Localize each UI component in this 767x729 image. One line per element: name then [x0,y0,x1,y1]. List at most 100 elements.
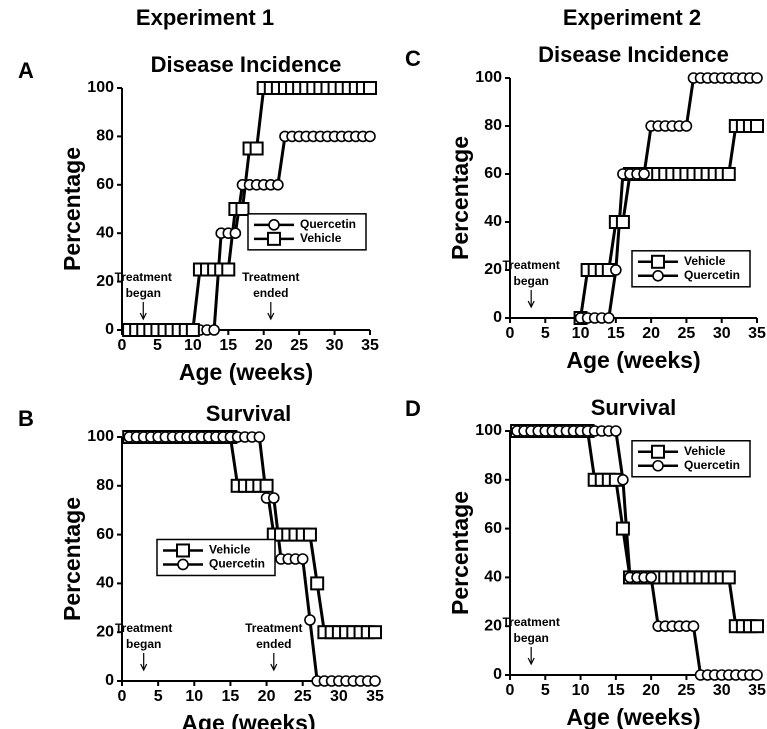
y-tick-label: 100 [475,422,502,439]
annotation-arrow-head [140,663,148,672]
x-tick-label: 5 [154,688,163,705]
marker [687,620,700,633]
marker [750,619,764,634]
marker [364,130,376,143]
y-tick-label: 0 [493,309,502,326]
chart-title: Disease Incidence [538,42,729,67]
y-tick-label: 40 [484,213,502,230]
chart-title: Survival [206,401,292,426]
y-tick-label: 100 [87,428,114,445]
marker [651,254,665,269]
x-tick-label: 20 [258,688,276,705]
x-tick-label: 10 [185,688,203,705]
marker [363,81,377,95]
marker [651,444,665,459]
marker [272,179,284,191]
annotation: ended [253,286,288,300]
y-tick-label: 80 [484,117,502,134]
x-tick-label: 20 [642,682,660,699]
y-tick-label: 60 [484,165,502,182]
legend-label: Vehicle [684,444,726,458]
x-tick-label: 10 [184,337,202,354]
x-tick-label: 5 [541,682,550,699]
x-tick-label: 0 [506,682,515,699]
panel-letter: D [405,396,421,421]
marker [680,120,693,132]
y-tick-label: 80 [484,471,502,488]
y-tick-label: 0 [105,321,114,338]
marker [638,168,650,180]
marker [369,675,381,687]
y-axis-label: Percentage [447,491,473,615]
y-tick-label: 40 [96,575,114,592]
y-tick-label: 100 [87,79,114,96]
column-header: Experiment 2 [563,5,701,30]
y-tick-label: 0 [105,672,114,689]
x-tick-label: 30 [326,337,344,354]
annotation: Treatment [245,621,302,635]
x-tick-label: 15 [607,682,625,699]
x-tick-label: 10 [572,325,590,342]
x-tick-label: 30 [713,325,731,342]
panel-letter: B [18,406,34,431]
marker [310,576,325,591]
marker [185,323,200,337]
marker [750,119,764,133]
marker [645,571,657,584]
y-tick-label: 60 [484,520,502,537]
marker [610,264,622,276]
y-tick-label: 0 [493,666,502,683]
x-tick-label: 10 [572,682,590,699]
annotation: Treatment [242,270,299,284]
x-tick-label: 30 [330,688,348,705]
marker [751,669,763,681]
annotation: Treatment [502,615,559,629]
annotation: began [126,286,161,300]
y-tick-label: 80 [96,128,114,145]
marker [615,215,630,229]
y-tick-label: 60 [96,526,114,543]
annotation: Treatment [502,258,559,272]
panel: C Disease Incidence Age (weeks) Percentage 0… [405,42,766,373]
marker [253,431,266,443]
y-tick-label: 20 [96,273,114,290]
panel-letter: C [405,46,421,71]
y-tick-label: 60 [96,176,114,193]
y-axis-label: Percentage [59,147,85,271]
series-line [129,435,375,634]
legend-label: Vehicle [300,231,342,245]
x-tick-label: 15 [222,688,240,705]
x-tick-label: 35 [366,688,384,705]
marker [229,227,242,239]
legend-label: Quercetin [300,217,356,231]
y-axis-label: Percentage [447,136,473,260]
y-tick-label: 40 [484,569,502,586]
annotation-arrow-head [527,300,535,309]
annotation: Treatment [115,270,172,284]
x-tick-label: 30 [713,682,731,699]
marker [268,219,280,231]
marker [652,459,664,472]
x-tick-label: 35 [748,325,766,342]
y-tick-label: 40 [96,224,114,241]
x-tick-label: 25 [678,325,696,342]
annotation-arrow-head [527,657,535,666]
x-tick-label: 25 [678,682,696,699]
x-tick-label: 20 [255,337,273,354]
y-tick-label: 80 [96,477,114,494]
column-header: Experiment 1 [136,5,274,30]
x-tick-label: 0 [118,688,127,705]
marker [751,72,763,84]
panel: D Survival Age (weeks) Percentage 0 5 10 15 20 25… [405,395,766,729]
x-tick-label: 15 [607,325,625,342]
x-tick-label: 0 [118,337,127,354]
marker [302,527,317,542]
marker [304,614,316,626]
marker [235,202,250,216]
annotation: Treatment [115,621,172,635]
marker [249,141,264,156]
annotation-arrow-head [267,312,275,321]
y-axis-label: Percentage [59,497,85,621]
y-tick-label: 20 [484,261,502,278]
